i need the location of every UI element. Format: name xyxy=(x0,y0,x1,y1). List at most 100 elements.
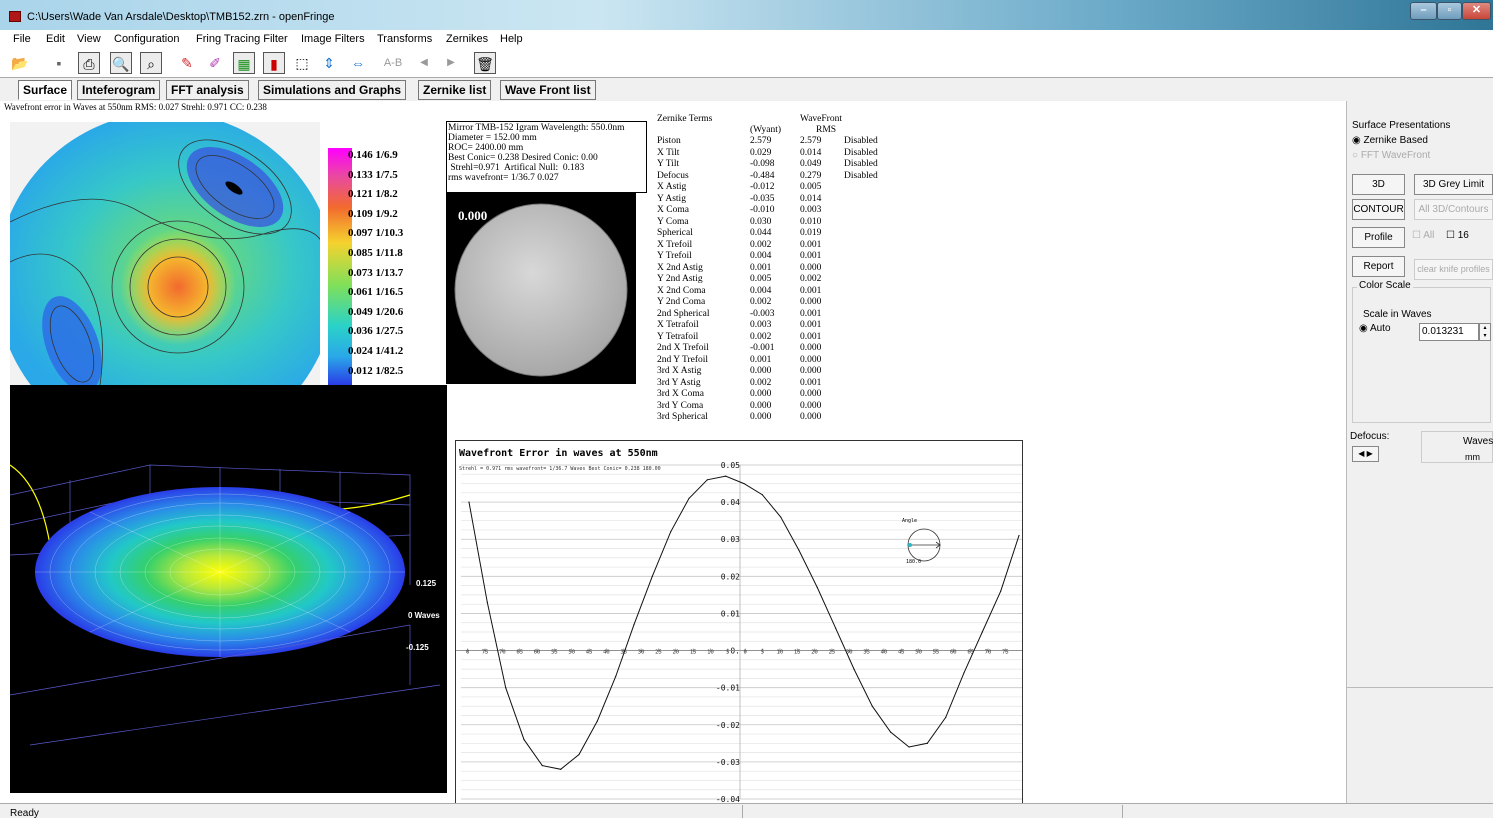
minimize-icon[interactable]: – xyxy=(1410,2,1437,20)
tab-inteferogram[interactable]: Inteferogram xyxy=(77,80,161,100)
all-checkbox[interactable]: ☐ All xyxy=(1412,230,1435,241)
zernike-term-name: X 2nd Coma xyxy=(657,285,706,296)
x-tick-label: 25 xyxy=(829,650,836,656)
status-text: Ready xyxy=(10,808,39,819)
wavefront-profile-chart[interactable]: Wavefront Error in waves at 550nm Strehl… xyxy=(455,440,1023,804)
info-line: Diameter = 152.00 mm xyxy=(448,133,537,143)
previous-icon[interactable]: ◀ xyxy=(420,57,428,68)
16-checkbox[interactable]: ☐ 16 xyxy=(1446,230,1469,241)
zernike-status: Disabled xyxy=(844,147,878,158)
maximize-icon[interactable]: ▫ xyxy=(1437,2,1462,20)
x-tick-label: 20 xyxy=(672,650,679,656)
tab-fft-analysis[interactable]: FFT analysis xyxy=(166,80,249,100)
x-tick-label: 70 xyxy=(985,650,992,656)
next-icon[interactable]: ▶ xyxy=(447,57,455,68)
eraser-icon[interactable]: ✐ xyxy=(209,55,221,71)
auto-radio[interactable]: ◉ Auto xyxy=(1359,323,1391,334)
scale-value-input[interactable]: 0.013231 xyxy=(1419,323,1479,341)
x-tick-label: 0 xyxy=(466,650,469,656)
menu-view[interactable]: View xyxy=(77,33,101,45)
color-scale-label: Color Scale xyxy=(1357,280,1413,291)
menu-help[interactable]: Help xyxy=(500,33,523,45)
save-icon[interactable]: ▪ xyxy=(56,55,62,71)
panel-divider xyxy=(1347,687,1493,688)
tab-bar: Surface Inteferogram FFT analysis Simula… xyxy=(0,77,1493,101)
tab-simulations-and-graphs[interactable]: Simulations and Graphs xyxy=(258,80,407,100)
mm-label: mm xyxy=(1465,452,1480,462)
x-tick-label: 50 xyxy=(568,650,575,656)
contour-button[interactable]: CONTOUR xyxy=(1352,199,1405,220)
zernike-wyant-value: 0.004 xyxy=(750,251,772,261)
zernike-term-name: 3rd Y Astig xyxy=(657,377,701,388)
profile-data-point xyxy=(505,687,507,689)
3d-cube-icon[interactable]: ⬚ xyxy=(295,55,309,71)
trash-icon[interactable]: 🗑 xyxy=(474,52,496,74)
menu-image-filters[interactable]: Image Filters xyxy=(301,33,365,45)
colorbar-label: 0.061 1/16.5 xyxy=(348,286,404,299)
tab-surface[interactable]: Surface xyxy=(18,80,73,100)
screen-capture-icon[interactable]: ⎙ xyxy=(78,52,100,74)
scale-in-waves-label: Scale in Waves xyxy=(1363,309,1432,320)
menu-fring-tracing-filter[interactable]: Fring Tracing Filter xyxy=(196,33,288,45)
grid-icon[interactable]: ▦ xyxy=(233,52,255,74)
x-tick-label: 60 xyxy=(534,650,541,656)
angle-dial-icon[interactable] xyxy=(906,525,946,565)
menu-zernikes[interactable]: Zernikes xyxy=(446,33,489,45)
profile-data-point xyxy=(486,601,488,603)
vertical-arrows-icon[interactable]: ⇕ xyxy=(323,55,335,71)
wavefront-contour-map[interactable] xyxy=(10,122,322,385)
a-minus-b-button[interactable]: A-B xyxy=(383,57,403,69)
defocus-left-arrow-icon[interactable]: ◀ ▶ xyxy=(1352,446,1379,462)
report-button[interactable]: Report xyxy=(1352,256,1405,277)
x-tick-label: 15 xyxy=(690,650,697,656)
color-bars-icon[interactable]: ▮ xyxy=(263,52,285,74)
menu-file[interactable]: File xyxy=(13,33,31,45)
colorbar-label: 0.133 1/7.5 xyxy=(348,168,398,181)
y-tick-label: 0. xyxy=(730,647,740,656)
zernike-status: Disabled xyxy=(844,136,878,146)
horizontal-arrows-icon[interactable]: ⇔ xyxy=(351,55,365,71)
all-3d-contours-button[interactable]: All 3D/Contours xyxy=(1414,199,1493,220)
clear-knife-profiles-button[interactable]: clear knife profiles xyxy=(1414,259,1493,280)
pen-icon[interactable]: ✎ xyxy=(181,55,193,71)
zernike-rms-value: 0.010 xyxy=(800,216,822,227)
menu-edit[interactable]: Edit xyxy=(46,33,65,45)
x-tick-label: 45 xyxy=(898,650,905,656)
toolbar: 📂 ▪ ⎙ 🔍 ⌕ ✎ ✐ ▦ ▮ ⬚ ⇕ ⇔ A-B ◀ ▶ 🗑 xyxy=(0,49,1493,76)
y-tick-label: 0.04 xyxy=(721,498,740,507)
zernike-row: 3rd X Coma 0.000 0.000 xyxy=(657,389,897,401)
menu-configuration[interactable]: Configuration xyxy=(114,33,180,45)
menu-transforms[interactable]: Transforms xyxy=(377,33,433,45)
x-tick-label: 20 xyxy=(811,650,818,656)
zernike-wyant-value: -0.484 xyxy=(750,170,775,181)
profile-data-point xyxy=(890,731,892,733)
zernike-rms-value: 0.000 xyxy=(800,389,822,399)
mirror-info-box: Mirror TMB-152 Igram Wavelength: 550.0nm… xyxy=(446,121,647,193)
x-tick-label: 10 xyxy=(707,650,714,656)
tab-wave-front-list[interactable]: Wave Front list xyxy=(500,80,596,100)
close-icon[interactable]: ✕ xyxy=(1462,2,1491,20)
zernike-wyant-value: -0.012 xyxy=(750,182,775,192)
zernike-wyant-value: -0.098 xyxy=(750,159,775,169)
tab-zernike-list[interactable]: Zernike list xyxy=(418,80,492,100)
zernike-wyant-value: 0.000 xyxy=(750,412,772,422)
colorbar-label: 0.012 1/82.5 xyxy=(348,364,404,377)
open-folder-icon[interactable]: 📂 xyxy=(11,55,29,71)
zernike-based-radio[interactable]: ◉ Zernike Based xyxy=(1352,135,1428,146)
zernike-wyant-value: 0.030 xyxy=(750,216,772,227)
3d-button[interactable]: 3D xyxy=(1352,174,1405,195)
zernike-terms-title: Zernike Terms xyxy=(657,114,713,124)
igram-thumbnail[interactable]: 0.000 xyxy=(446,193,636,384)
3d-surface-view[interactable]: 0.125 0 Waves -0.125 xyxy=(10,385,447,793)
zernike-term-name: Spherical xyxy=(657,228,693,238)
fft-wavefront-radio[interactable]: ○ FFT WaveFront xyxy=(1352,150,1431,161)
zernike-term-name: X Tilt xyxy=(657,147,680,158)
main-area: Wavefront error in Waves at 550nm RMS: 0… xyxy=(0,101,1346,804)
zoom-in-icon[interactable]: 🔍 xyxy=(110,52,132,74)
profile-button[interactable]: Profile xyxy=(1352,227,1405,248)
zoom-out-icon[interactable]: ⌕ xyxy=(140,52,162,74)
scale-spinner[interactable]: ▴ ▾ xyxy=(1479,323,1491,341)
3d-grey-limit-button[interactable]: 3D Grey Limit xyxy=(1414,174,1493,195)
zernike-rms-value: 2.579 xyxy=(800,136,822,146)
all-checkbox-label: All xyxy=(1423,230,1435,241)
